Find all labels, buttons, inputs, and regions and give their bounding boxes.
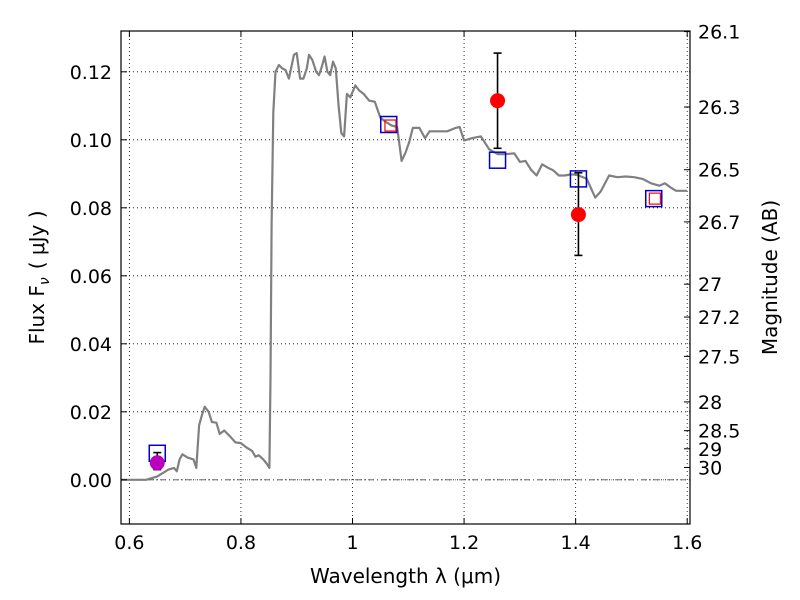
y2-tick-label: 27 (698, 274, 722, 296)
y-axis-label-unit: ( μJy ) (25, 210, 49, 269)
y2-tick-label: 26.7 (698, 212, 740, 234)
sed-model-line (121, 52, 688, 481)
y-axis-label-main: Flux F (25, 285, 49, 344)
x-axis-label: Wavelength λ (μm) (310, 564, 501, 588)
model-photometry-point (488, 151, 507, 169)
y2-tick-label: 27.2 (698, 307, 740, 329)
x-tick-label: 0.8 (226, 532, 256, 554)
model_photometry-series (148, 115, 663, 463)
small-square-point (648, 192, 661, 205)
axis-ticks: 0.6 0.8 1 1.2 1.4 1.6 0.00 0.02 0.04 0.06 0.08 0.10… (70, 22, 741, 554)
y-tick-label: 0.02 (70, 402, 112, 424)
x-tick-label: 1 (346, 532, 358, 554)
y2-tick-label: 26.1 (698, 22, 740, 44)
y2-tick-label: 26.5 (698, 160, 740, 182)
y-axis-label-subscript: ν (37, 277, 53, 285)
y-tick-label: 0.10 (70, 130, 112, 152)
y-tick-label: 0.00 (70, 470, 112, 492)
observed_optical-point (149, 455, 165, 471)
y-axis-label: Flux Fν ( μJy ) (25, 210, 53, 344)
y2-tick-label: 28 (698, 392, 722, 414)
y2-tick-label: 30 (698, 457, 722, 479)
y2-tick-label: 27.5 (698, 346, 740, 368)
x-tick-label: 0.6 (114, 532, 144, 554)
sed_model-series (121, 52, 688, 481)
small-square-point (384, 119, 397, 132)
x-tick-label: 1.6 (672, 532, 702, 554)
y2-tick-label: 26.3 (698, 97, 740, 119)
y2-axis-label: Magnitude (AB) (758, 200, 782, 355)
y-tick-label: 0.06 (70, 266, 112, 288)
y-tick-label: 0.12 (70, 62, 112, 84)
y-tick-label: 0.08 (70, 198, 112, 220)
observed_optical-series (149, 451, 165, 471)
observed_detections-point (570, 207, 586, 223)
model-photometry-point (380, 115, 398, 134)
y2-tick-label: 29 (698, 439, 722, 461)
observed_detections-point (490, 93, 506, 109)
plot-frame (120, 30, 691, 525)
small_square_markers-series (384, 119, 661, 205)
observed_detections-series (490, 52, 586, 257)
model-photometry-point (644, 189, 663, 208)
y-tick-label: 0.04 (70, 334, 112, 356)
x-tick-label: 1.4 (561, 532, 591, 554)
grid-lines (121, 31, 690, 524)
series-layer (121, 52, 688, 481)
x-tick-label: 1.2 (449, 532, 479, 554)
y2-tick-label: 28.5 (698, 421, 740, 443)
